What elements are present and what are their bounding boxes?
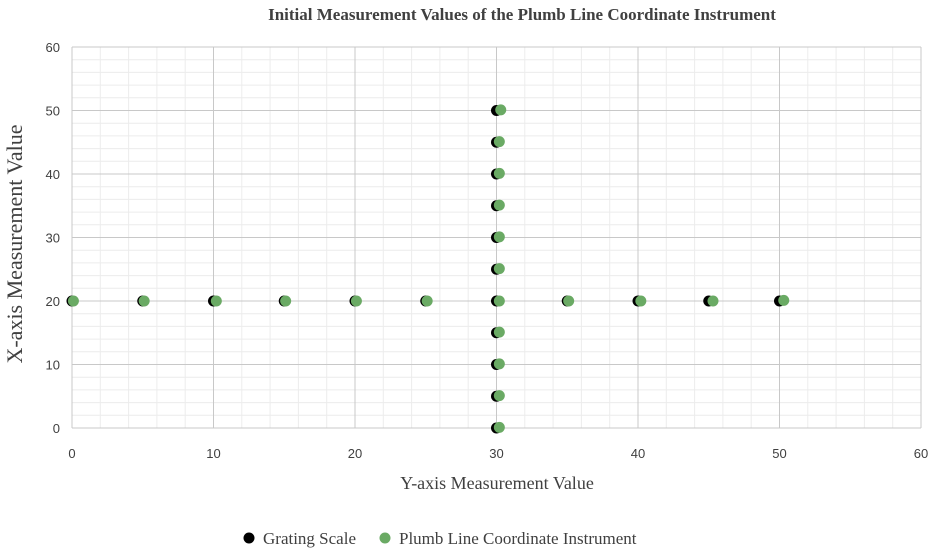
legend: Grating Scale Plumb Line Coordinate Instr… [243, 529, 637, 548]
tick-labels: 0 10 20 30 40 50 60 0 10 20 30 40 50 60 [46, 40, 929, 461]
data-point [563, 295, 575, 307]
series-2 [67, 104, 790, 433]
x-tick-label: 0 [68, 446, 75, 461]
legend-label: Plumb Line Coordinate Instrument [399, 529, 637, 548]
data-point [495, 104, 507, 116]
chart-title: Initial Measurement Values of the Plumb … [268, 5, 776, 24]
data-point [350, 295, 362, 307]
data-point [493, 295, 505, 307]
y-tick-label: 10 [46, 358, 60, 373]
data-point [493, 358, 505, 370]
data-point [493, 326, 505, 338]
data-points [66, 104, 790, 434]
x-tick-label: 30 [489, 446, 503, 461]
data-point [707, 295, 719, 307]
data-point [138, 295, 150, 307]
legend-item: Grating Scale [243, 529, 356, 548]
x-tick-label: 40 [631, 446, 645, 461]
x-tick-label: 10 [206, 446, 220, 461]
legend-marker [243, 532, 255, 544]
x-tick-label: 20 [348, 446, 362, 461]
x-axis-title: Y-axis Measurement Value [400, 473, 594, 493]
y-tick-label: 40 [46, 167, 60, 182]
legend-label: Grating Scale [263, 529, 356, 548]
y-tick-label: 50 [46, 104, 60, 119]
y-tick-label: 30 [46, 231, 60, 246]
data-point [280, 295, 292, 307]
data-point [493, 167, 505, 179]
data-point [210, 295, 222, 307]
data-point [67, 295, 79, 307]
y-tick-label: 60 [46, 40, 60, 55]
data-point [493, 199, 505, 211]
data-point [635, 295, 647, 307]
data-point [493, 136, 505, 148]
data-point [493, 421, 505, 433]
data-point [421, 295, 433, 307]
legend-item: Plumb Line Coordinate Instrument [379, 529, 637, 548]
grid [71, 46, 922, 429]
x-tick-label: 50 [772, 446, 786, 461]
y-tick-label: 0 [53, 421, 60, 436]
data-point [493, 390, 505, 402]
data-point [493, 263, 505, 275]
y-axis-title: X-axis Measurement Value [2, 124, 27, 363]
data-point [493, 231, 505, 243]
legend-marker [379, 532, 391, 544]
data-point [778, 294, 790, 306]
y-tick-label: 20 [46, 294, 60, 309]
x-tick-label: 60 [914, 446, 928, 461]
series-1 [66, 105, 785, 434]
